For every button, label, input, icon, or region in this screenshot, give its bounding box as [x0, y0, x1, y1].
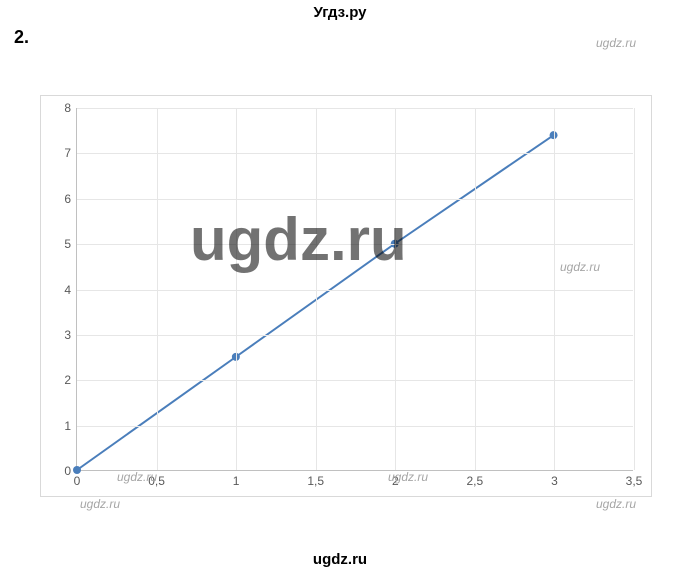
- watermark-small: ugdz.ru: [596, 36, 636, 50]
- x-axis-label: 3,5: [626, 470, 643, 488]
- y-axis-label: 6: [64, 192, 77, 206]
- grid-vertical: [475, 108, 476, 470]
- grid-horizontal: [77, 335, 633, 336]
- y-axis-label: 4: [64, 283, 77, 297]
- watermark-small: ugdz.ru: [560, 260, 600, 274]
- question-number: 2.: [14, 27, 680, 48]
- grid-horizontal: [77, 153, 633, 154]
- grid-vertical: [395, 108, 396, 470]
- plot-area: 01234567800,511,522,533,5: [76, 108, 633, 471]
- y-axis-label: 3: [64, 328, 77, 342]
- watermark-small: ugdz.ru: [117, 470, 157, 484]
- y-axis-label: 7: [64, 146, 77, 160]
- x-axis-label: 2,5: [467, 470, 484, 488]
- grid-horizontal: [77, 290, 633, 291]
- grid-horizontal: [77, 199, 633, 200]
- y-axis-label: 5: [64, 237, 77, 251]
- grid-vertical: [554, 108, 555, 470]
- y-axis-label: 8: [64, 101, 77, 115]
- y-axis-label: 1: [64, 419, 77, 433]
- grid-vertical: [236, 108, 237, 470]
- y-axis-label: 2: [64, 373, 77, 387]
- watermark-small: ugdz.ru: [596, 497, 636, 511]
- x-axis-label: 0: [74, 470, 81, 488]
- grid-horizontal: [77, 108, 633, 109]
- site-footer: ugdz.ru: [0, 551, 680, 568]
- x-axis-label: 1: [233, 470, 240, 488]
- grid-vertical: [634, 108, 635, 470]
- grid-horizontal: [77, 426, 633, 427]
- grid-horizontal: [77, 380, 633, 381]
- grid-vertical: [157, 108, 158, 470]
- grid-vertical: [316, 108, 317, 470]
- site-header: Угдз.ру: [0, 0, 680, 21]
- watermark-small: ugdz.ru: [388, 470, 428, 484]
- grid-horizontal: [77, 244, 633, 245]
- x-axis-label: 3: [551, 470, 558, 488]
- chart-container: 01234567800,511,522,533,5: [40, 95, 652, 497]
- watermark-small: ugdz.ru: [80, 497, 120, 511]
- x-axis-label: 1,5: [307, 470, 324, 488]
